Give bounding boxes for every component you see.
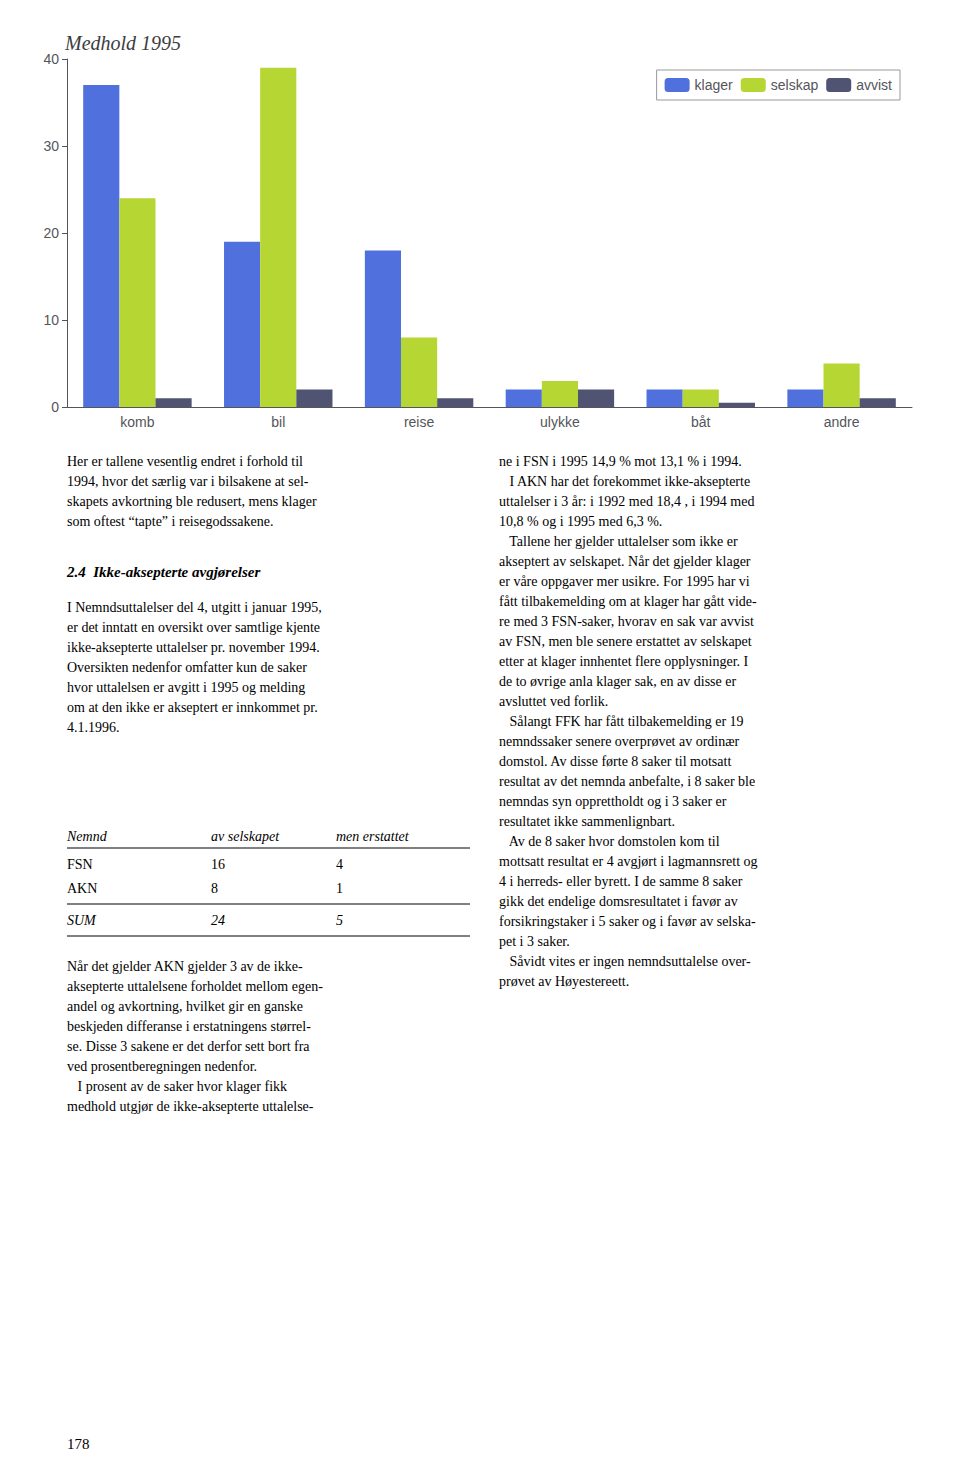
- svg-text:Nemnd: Nemnd: [66, 829, 108, 844]
- svg-text:prøvet av Høyestereett.: prøvet av Høyestereett.: [499, 974, 629, 989]
- svg-text:fått tilbakemelding om at klag: fått tilbakemelding om at klager har gåt…: [499, 594, 757, 609]
- svg-text:uttalelser i 3 år: i 1992 med: uttalelser i 3 år: i 1992 med 18,4 , i 1…: [499, 494, 754, 509]
- svg-text:Såvidt vites er ingen nemndsut: Såvidt vites er ingen nemndsuttalelse ov…: [499, 954, 751, 969]
- svg-text:ulykke: ulykke: [540, 414, 580, 430]
- svg-text:klager: klager: [695, 77, 733, 93]
- svg-text:16: 16: [211, 857, 225, 872]
- svg-text:Sålangt FFK har fått tilbakeme: Sålangt FFK har fått tilbakemelding er 1…: [499, 714, 744, 729]
- svg-text:etter at klager innhentet fler: etter at klager innhentet flere opplysni…: [499, 654, 749, 669]
- svg-text:20: 20: [43, 225, 59, 241]
- svg-text:AKN: AKN: [67, 881, 97, 896]
- svg-text:4.1.1996.: 4.1.1996.: [67, 720, 120, 735]
- svg-text:båt: båt: [691, 414, 711, 430]
- svg-text:avsluttet ved forlik.: avsluttet ved forlik.: [499, 694, 608, 709]
- svg-text:10,8 % og i 1995 med 6,3 %.: 10,8 % og i 1995 med 6,3 %.: [499, 514, 662, 529]
- svg-text:5: 5: [336, 913, 343, 928]
- svg-text:178: 178: [67, 1436, 90, 1452]
- svg-text:1994, hvor det særlig var i bi: 1994, hvor det særlig var i bilsakene at…: [67, 474, 309, 489]
- svg-text:24: 24: [211, 913, 225, 928]
- svg-text:30: 30: [43, 138, 59, 154]
- svg-text:re med 3 FSN-saker, hvorav en: re med 3 FSN-saker, hvorav en sak var av…: [499, 614, 754, 629]
- svg-text:forsikringstaker i 5 saker og: forsikringstaker i 5 saker og i favør av…: [499, 914, 756, 929]
- svg-text:skapets avkortning ble reduser: skapets avkortning ble redusert, mens kl…: [67, 494, 317, 509]
- svg-text:ikke-aksepterte uttalelser pr.: ikke-aksepterte uttalelser pr. november …: [67, 640, 320, 655]
- svg-text:10: 10: [43, 312, 59, 328]
- svg-text:40: 40: [43, 51, 59, 67]
- svg-text:Oversikten nedenfor omfatter k: Oversikten nedenfor omfatter kun de sake…: [67, 660, 307, 675]
- svg-text:av FSN, men ble senere erstatt: av FSN, men ble senere erstattet av sels…: [499, 634, 752, 649]
- svg-text:komb: komb: [120, 414, 154, 430]
- svg-text:om at den ikke er akseptert er: om at den ikke er akseptert er innkommet…: [67, 700, 318, 715]
- svg-text:Når det gjelder AKN gjelder 3: Når det gjelder AKN gjelder 3 av de ikke…: [67, 959, 303, 974]
- svg-text:medhold utgjør de ikke-aksepte: medhold utgjør de ikke-aksepterte uttale…: [67, 1099, 314, 1114]
- svg-text:8: 8: [211, 881, 218, 896]
- svg-text:Tallene her gjelder uttalelser: Tallene her gjelder uttalelser som ikke …: [499, 534, 738, 549]
- svg-text:er våre oppgaver mer usikre. F: er våre oppgaver mer usikre. For 1995 ha…: [499, 574, 750, 589]
- svg-text:som oftest “tapte” i reisegods: som oftest “tapte” i reisegodssakene.: [67, 514, 273, 529]
- svg-text:nemndas syn opprettholdt og i: nemndas syn opprettholdt og i 3 saker er: [499, 794, 727, 809]
- svg-text:andre: andre: [824, 414, 860, 430]
- svg-text:av selskapet: av selskapet: [211, 829, 280, 844]
- svg-text:er det inntatt en oversikt ove: er det inntatt en oversikt over samtlige…: [67, 620, 320, 635]
- svg-text:ne i FSN i 1995 14,9 % mot 13,: ne i FSN i 1995 14,9 % mot 13,1 % i 1994…: [499, 454, 742, 469]
- svg-text:SUM: SUM: [67, 913, 97, 928]
- svg-text:beskjeden differanse i erstatn: beskjeden differanse i erstatningens stø…: [67, 1019, 311, 1034]
- svg-text:hvor uttalelsen er avgitt i 19: hvor uttalelsen er avgitt i 1995 og meld…: [67, 680, 305, 695]
- svg-text:de to øvrige anla klager sak,: de to øvrige anla klager sak, en av diss…: [499, 674, 736, 689]
- svg-text:selskap: selskap: [771, 77, 819, 93]
- svg-text:2.4 Ikke-aksepterte avgjørels: 2.4 Ikke-aksepterte avgjørelser: [66, 564, 260, 580]
- svg-text:4: 4: [336, 857, 343, 872]
- svg-text:I AKN har det forekommet ikke-: I AKN har det forekommet ikke-aksepterte: [499, 474, 750, 489]
- svg-text:Medhold 1995: Medhold 1995: [64, 32, 181, 54]
- svg-text:4 i herreds- eller byrett. I d: 4 i herreds- eller byrett. I de samme 8 …: [499, 874, 743, 889]
- svg-text:FSN: FSN: [67, 857, 93, 872]
- svg-text:bil: bil: [271, 414, 285, 430]
- svg-text:1: 1: [336, 881, 343, 896]
- svg-text:gikk det endelige domsresultat: gikk det endelige domsresultatet i favør…: [499, 894, 738, 909]
- svg-text:Av de 8 saker hvor domstolen k: Av de 8 saker hvor domstolen kom til: [499, 834, 720, 849]
- svg-text:nemndssaker senere overprøvet: nemndssaker senere overprøvet av ordinær: [499, 734, 740, 749]
- svg-text:pet i 3 saker.: pet i 3 saker.: [499, 934, 570, 949]
- svg-text:I Nemndsuttalelser del 4, utgi: I Nemndsuttalelser del 4, utgitt i janua…: [67, 600, 322, 615]
- svg-text:ved prosentberegningen nedenfo: ved prosentberegningen nedenfor.: [67, 1059, 257, 1074]
- svg-text:I prosent av de saker hvor kla: I prosent av de saker hvor klager fikk: [67, 1079, 287, 1094]
- svg-text:reise: reise: [404, 414, 435, 430]
- svg-text:aksepterte uttalelsene forhold: aksepterte uttalelsene forholdet mellom …: [67, 979, 323, 994]
- svg-text:Her er tallene vesentlig endre: Her er tallene vesentlig endret i forhol…: [67, 454, 303, 469]
- svg-text:mottsatt resultat er 4 avgjørt: mottsatt resultat er 4 avgjørt i lagmann…: [499, 854, 758, 869]
- svg-text:andel og avkortning, hvilket g: andel og avkortning, hvilket gir en gans…: [67, 999, 303, 1014]
- svg-text:resultatet ikke sammenlignbart: resultatet ikke sammenlignbart.: [499, 814, 675, 829]
- svg-text:men erstattet: men erstattet: [336, 829, 410, 844]
- svg-text:akseptert av selskapet. Når de: akseptert av selskapet. Når det gjelder …: [499, 554, 751, 569]
- svg-text:avvist: avvist: [856, 77, 892, 93]
- svg-text:se. Disse 3 sakene er det derf: se. Disse 3 sakene er det derfor sett bo…: [67, 1039, 310, 1054]
- svg-text:0: 0: [51, 399, 59, 415]
- svg-text:domstol. Av disse førte 8 sake: domstol. Av disse førte 8 saker til mots…: [499, 754, 731, 769]
- svg-text:resultat av det nemnda anbefal: resultat av det nemnda anbefalte, i 8 sa…: [499, 774, 755, 789]
